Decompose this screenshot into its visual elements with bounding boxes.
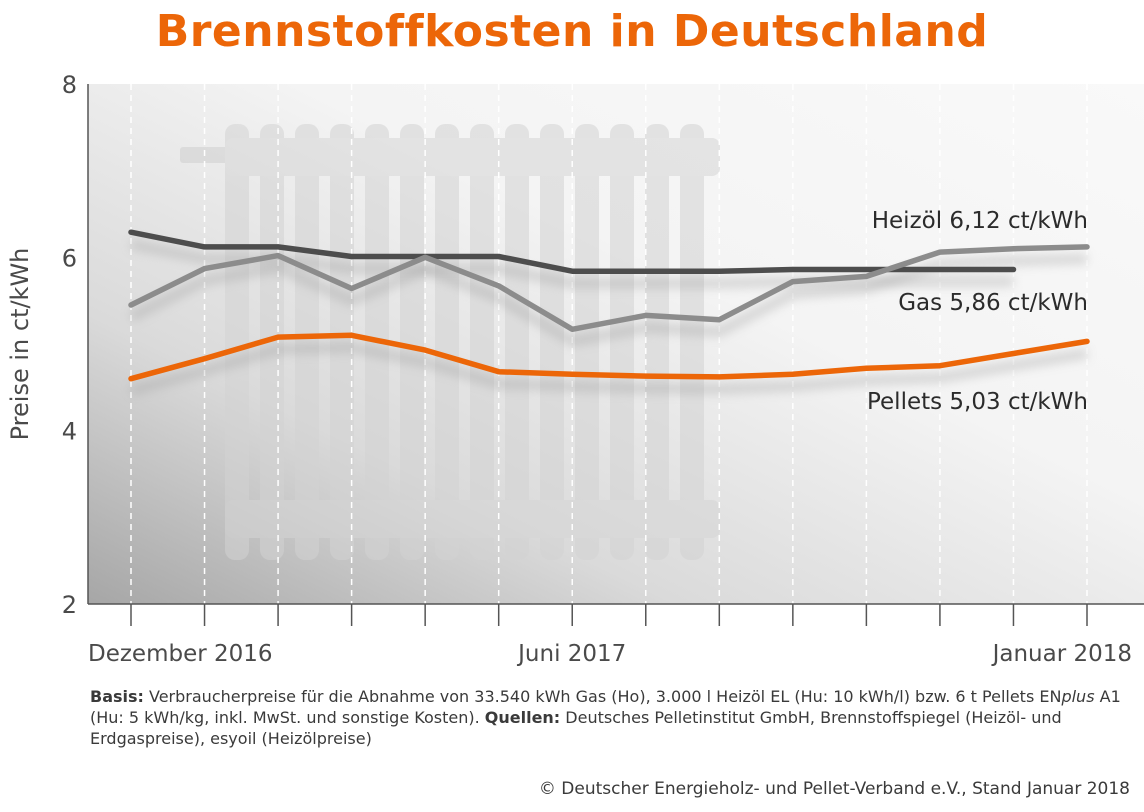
copyright-notice: © Deutscher Energieholz- und Pellet-Verb… [538, 779, 1130, 799]
series-line-gas [128, 244, 1090, 333]
series-labels: Heizöl 6,12 ct/kWh Gas 5,86 ct/kWh Pellets… [867, 208, 1088, 415]
y-tick-label: 2 [62, 591, 77, 619]
footnote-sources-label: Quellen: [484, 708, 561, 727]
series-label-pellets: Pellets 5,03 ct/kWh [867, 389, 1088, 415]
footnote-enplus-suffix: A1 (Hu: 5 kWh/kg, inkl. MwSt. und sonsti… [90, 687, 1121, 727]
y-tick-label: 4 [62, 418, 77, 446]
footnote-enplus-prefix: EN [1039, 687, 1062, 706]
x-tick-label: Januar 2018 [991, 641, 1132, 667]
footnote-sources-text: Deutsches Pelletinstitut GmbH, Brennstof… [90, 708, 1062, 748]
series-label-gas: Gas 5,86 ct/kWh [898, 290, 1088, 316]
x-axis: Dezember 2016 Juni 2017 Januar 2018 [88, 603, 1144, 667]
series-line-heizöl [128, 229, 1017, 274]
y-tick-label: 6 [62, 244, 77, 272]
series-shadow [129, 342, 1088, 396]
series-line-pellets [128, 332, 1090, 382]
footnote: Basis: Verbraucherpreise für die Abnahme… [90, 686, 1134, 749]
grid-lines [130, 84, 1088, 604]
series-shadow [130, 239, 1014, 289]
y-axis-label: Preise in ct/kWh [6, 248, 34, 441]
line-chart: 2 4 6 8 Dezember 2016 Juni 2017 Januar 2018 H… [6, 71, 1144, 667]
y-tick-label: 8 [62, 71, 77, 99]
footnote-basis-text: Verbraucherpreise für die Abnahme von 33… [143, 687, 1040, 706]
y-axis: 2 4 6 8 [62, 71, 89, 619]
chart-title: Brennstoffkosten in Deutschland [155, 6, 989, 57]
series-lines [128, 229, 1090, 382]
x-tick-label: Dezember 2016 [88, 641, 273, 667]
footnote-enplus-italic: plus [1061, 687, 1095, 706]
series-label-heizöl: Heizöl 6,12 ct/kWh [872, 208, 1088, 234]
x-tick-label: Juni 2017 [516, 641, 626, 667]
footnote-basis-label: Basis: [90, 687, 144, 706]
